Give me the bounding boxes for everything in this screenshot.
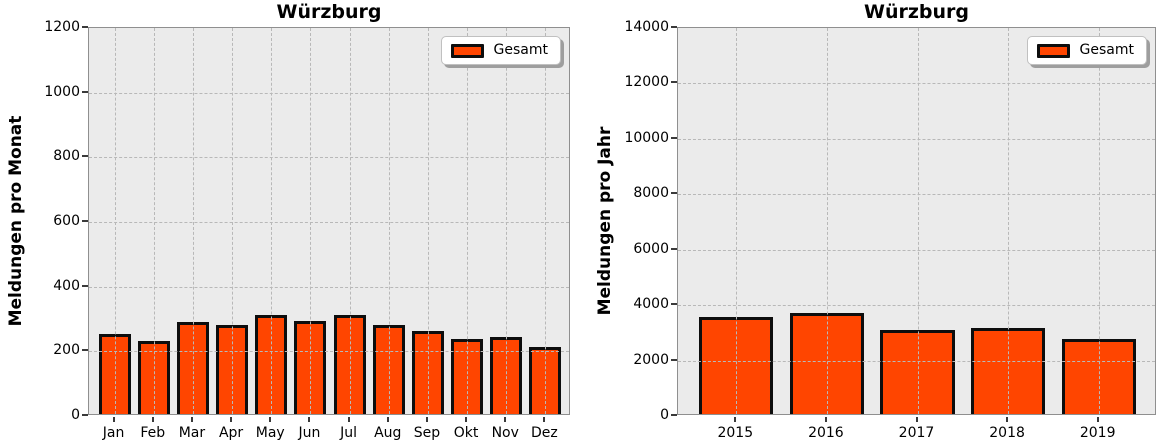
x-tick-mark (269, 417, 272, 422)
x-tick-label: Jul (340, 425, 358, 441)
bar-feb (137, 340, 170, 414)
y-tick-mark (671, 303, 677, 306)
y-tick-mark (82, 284, 88, 287)
x-tick-label: Okt (453, 425, 479, 441)
legend: Gesamt (440, 36, 561, 65)
x-tick-label: 2016 (808, 425, 844, 441)
y-tick-mark (671, 192, 677, 195)
bar-okt (451, 338, 484, 414)
x-tick-mark (151, 417, 154, 422)
y-tick-label: 1000 (44, 83, 80, 100)
x-tick-mark (1096, 417, 1099, 422)
bar-jan (98, 333, 131, 414)
x-tick-label: 2019 (1079, 425, 1116, 441)
bar-dez (529, 347, 562, 414)
x-tick-label: Feb (140, 425, 166, 441)
bar-nov (490, 336, 523, 414)
x-tick-label: Jun (298, 425, 321, 441)
y-tick-mark (671, 358, 677, 361)
y-tick-mark (82, 220, 88, 222)
bar-aug (372, 325, 405, 414)
legend-swatch-icon (1036, 43, 1070, 58)
x-tick-label: May (255, 425, 285, 441)
y-tick-mark (82, 26, 88, 28)
legend-label: Gesamt (1079, 42, 1134, 58)
bar-mar (176, 322, 209, 414)
y-tick-mark (671, 414, 677, 416)
y-tick-label: 1200 (44, 19, 80, 35)
y-tick-label: 12000 (624, 74, 669, 91)
x-tick-label: Nov (491, 425, 519, 441)
bar-jun (294, 321, 327, 414)
chart-title: Würzburg (276, 1, 382, 23)
bar-2019 (1061, 339, 1136, 414)
x-tick-label: 2015 (717, 425, 754, 441)
x-tick-mark (230, 417, 233, 422)
y-axis-label: Meldungen pro Jahr (595, 126, 615, 316)
x-tick-mark (386, 417, 389, 422)
y-tick-mark (671, 81, 677, 84)
yearly-chart: Würzburg Meldungen pro Jahr Gesamt 0 2000… (582, 0, 1164, 442)
chart-title: Würzburg (863, 1, 969, 23)
monthly-chart: Würzburg Meldungen pro Monat Gesamt 0 200… (6, 1, 570, 441)
y-tick-label: 0 (71, 407, 80, 423)
legend-label: Gesamt (493, 42, 548, 58)
bar-may (255, 315, 288, 414)
x-tick-label: Dez (531, 425, 558, 441)
y-tick-label: 4000 (633, 296, 669, 313)
bars-layer (89, 28, 569, 414)
y-tick-mark (82, 414, 88, 416)
bar-apr (216, 325, 249, 414)
bar-2016 (789, 312, 865, 414)
x-tick-mark (734, 417, 737, 422)
x-tick-mark (112, 417, 115, 422)
x-tick-label: Sep (413, 425, 441, 441)
y-tick-label: 2000 (633, 351, 669, 368)
y-tick-mark (671, 26, 677, 28)
y-tick-mark (82, 155, 88, 158)
bar-2017 (880, 330, 955, 414)
x-tick-mark (915, 417, 918, 422)
y-tick-label: 800 (53, 148, 80, 165)
y-tick-label: 6000 (633, 240, 669, 257)
y-tick-mark (671, 136, 677, 139)
legend: Gesamt (1026, 36, 1147, 65)
x-tick-label: 2017 (898, 425, 935, 441)
y-tick-label: 8000 (633, 185, 669, 202)
x-tick-label: Mar (178, 425, 206, 441)
x-tick-mark (425, 417, 428, 422)
plot-area: Gesamt (677, 27, 1156, 415)
bar-2018 (970, 327, 1046, 414)
y-tick-label: 14000 (624, 19, 669, 35)
x-tick-mark (465, 417, 468, 422)
y-tick-label: 200 (53, 342, 80, 359)
bar-2015 (699, 316, 774, 414)
x-tick-mark (824, 417, 827, 422)
legend-swatch-icon (450, 43, 484, 58)
x-tick-label: 2018 (989, 425, 1025, 441)
plot-area: Gesamt (88, 27, 570, 415)
x-tick-mark (347, 417, 350, 422)
x-tick-label: Apr (218, 425, 244, 441)
y-tick-label: 600 (53, 213, 80, 229)
x-tick-mark (504, 417, 507, 422)
x-tick-label: Aug (374, 425, 402, 441)
y-tick-label: 10000 (624, 129, 669, 146)
bars-layer (678, 28, 1155, 414)
x-tick-label: Jan (102, 425, 125, 441)
x-tick-mark (190, 417, 193, 422)
y-tick-mark (671, 247, 677, 250)
x-tick-mark (308, 417, 311, 422)
y-tick-mark (82, 90, 88, 93)
y-tick-mark (82, 349, 88, 352)
bar-jul (333, 315, 366, 414)
x-tick-mark (543, 417, 546, 422)
x-tick-mark (1006, 417, 1009, 422)
bar-sep (411, 330, 444, 414)
y-tick-label: 400 (53, 277, 80, 294)
y-tick-label: 0 (660, 407, 669, 423)
